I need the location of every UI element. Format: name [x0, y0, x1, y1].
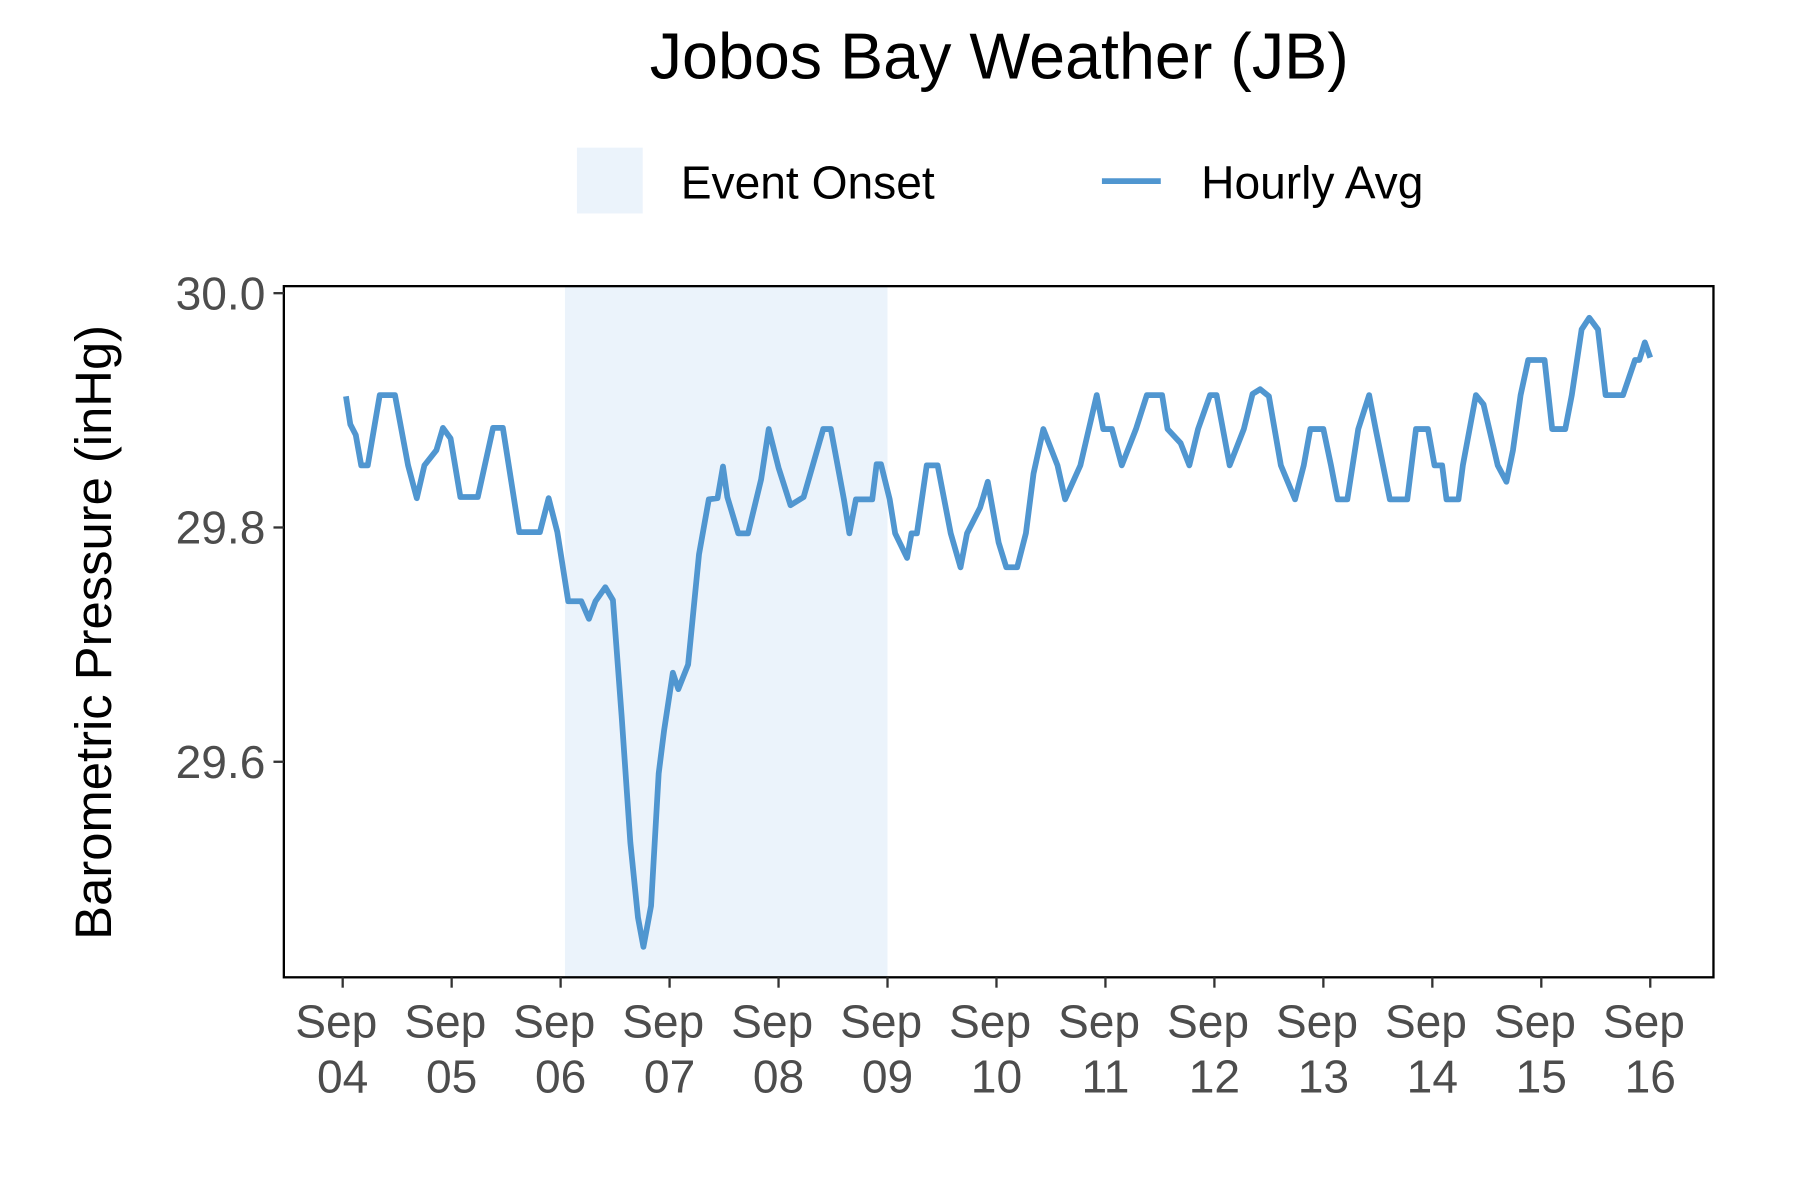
x-tick-label: Sep 13 — [1276, 995, 1371, 1102]
legend-label: Hourly Avg — [1201, 156, 1423, 208]
legend-swatch — [576, 147, 643, 214]
x-tick-label: Sep 04 — [295, 995, 390, 1102]
x-tick-label: Sep 07 — [622, 995, 717, 1102]
y-tick-label: 29.8 — [176, 502, 266, 554]
plot-border — [282, 285, 1715, 979]
series-line — [343, 314, 1653, 950]
x-tick-label: Sep 09 — [840, 995, 935, 1102]
y-tick-label: 29.6 — [176, 736, 266, 788]
x-tick-label: Sep 11 — [1058, 995, 1153, 1102]
x-tick-label: Sep 14 — [1385, 995, 1480, 1102]
y-tick-label: 30.0 — [176, 267, 266, 319]
chart-title: Jobos Bay Weather (JB) — [650, 20, 1349, 92]
x-tick-label: Sep 10 — [949, 995, 1044, 1102]
x-tick-label: Sep 05 — [404, 995, 499, 1102]
y-axis-label: Barometric Pressure (inHg) — [65, 325, 122, 940]
legend-label: Event Onset — [681, 156, 935, 208]
x-tick-label: Sep 16 — [1603, 995, 1698, 1102]
x-tick-label: Sep 12 — [1167, 995, 1262, 1102]
x-tick-label: Sep 06 — [513, 995, 608, 1102]
shaded-region — [564, 286, 888, 978]
x-tick-label: Sep 15 — [1494, 995, 1589, 1102]
x-tick-label: Sep 08 — [731, 995, 826, 1102]
